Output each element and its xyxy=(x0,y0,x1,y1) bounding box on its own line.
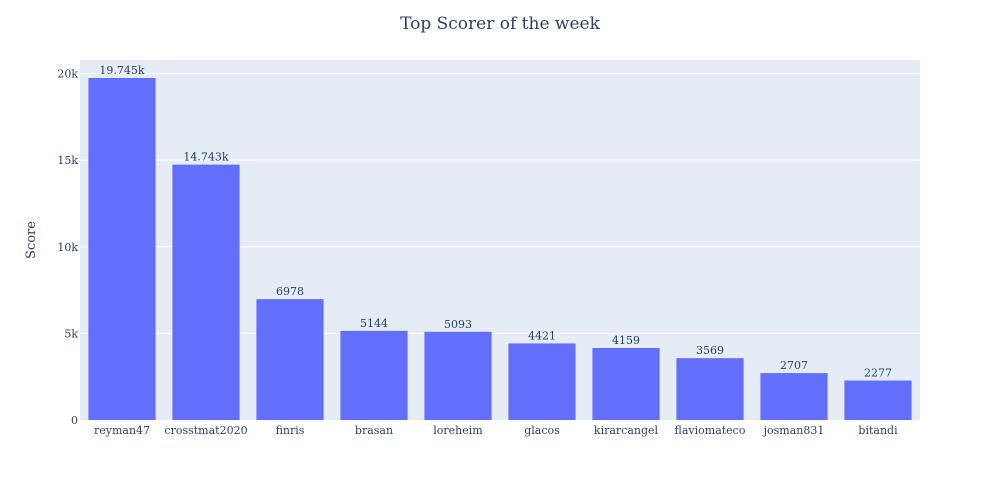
y-axis-title: Score xyxy=(24,221,39,259)
x-tick-label: reyman47 xyxy=(94,424,150,437)
bar-value-label: 19.745k xyxy=(99,64,144,77)
chart-title: Top Scorer of the week xyxy=(400,14,601,34)
bar-value-label: 4421 xyxy=(528,329,556,342)
bar-value-label: 6978 xyxy=(276,285,304,298)
bar xyxy=(424,331,492,420)
bar-value-label: 3569 xyxy=(696,344,724,357)
x-tick-label: kirarcangel xyxy=(594,424,659,437)
y-tick-label: 10k xyxy=(57,241,78,254)
x-tick-label: josman831 xyxy=(762,424,825,437)
x-tick-label: brasan xyxy=(355,424,393,437)
x-tick-label: crosstmat2020 xyxy=(164,424,247,437)
bar xyxy=(256,299,324,420)
bar xyxy=(508,343,576,420)
bar xyxy=(340,330,408,420)
bar xyxy=(760,373,828,420)
bar-value-label: 2277 xyxy=(864,367,892,380)
y-axis: 0 5k 10k 15k 20k xyxy=(57,68,78,427)
bar-value-label: 14.743k xyxy=(183,151,228,164)
bar-value-label: 2707 xyxy=(780,359,808,372)
x-axis: reyman47 crosstmat2020 finris brasan lorehei… xyxy=(94,424,898,437)
x-tick-label: finris xyxy=(276,424,305,437)
bar-value-label: 4159 xyxy=(612,334,640,347)
x-tick-label: glacos xyxy=(524,424,560,437)
bar-value-label: 5144 xyxy=(360,317,388,330)
bar-labels: 19.745k 14.743k 6978 5144 5093 4421 4159 3569 27… xyxy=(99,64,892,380)
y-tick-label: 20k xyxy=(57,68,78,81)
x-tick-label: bitandi xyxy=(858,424,898,437)
y-tick-label: 15k xyxy=(57,154,78,167)
bars xyxy=(88,77,912,421)
x-tick-label: loreheim xyxy=(433,424,483,437)
x-tick-label: flaviomateco xyxy=(675,424,746,437)
bar-value-label: 5093 xyxy=(444,318,472,331)
y-tick-label: 0 xyxy=(71,414,78,427)
bar xyxy=(88,77,156,421)
bar xyxy=(676,358,744,420)
bar xyxy=(172,164,240,420)
bar xyxy=(844,380,912,420)
y-tick-label: 5k xyxy=(64,327,78,340)
bar xyxy=(592,347,660,420)
